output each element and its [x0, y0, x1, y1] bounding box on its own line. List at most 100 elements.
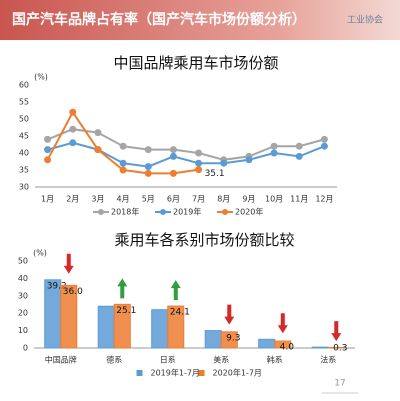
x-tick-label: 德系	[106, 355, 122, 365]
point	[119, 159, 127, 167]
point	[320, 142, 328, 150]
point	[169, 146, 177, 154]
y-tick-label: 30	[18, 291, 28, 300]
x-tick-label: 7月	[192, 195, 205, 204]
point	[44, 156, 52, 164]
data-label: 4.0	[280, 343, 295, 353]
y-tick-label: 60	[19, 81, 29, 90]
x-tick-label: 5月	[142, 195, 155, 204]
legend-swatch	[198, 370, 205, 376]
bar	[274, 340, 292, 349]
y-axis-label: (%)	[34, 73, 48, 82]
legend-swatch	[136, 370, 143, 376]
y-tick-label: 45	[19, 132, 29, 141]
x-tick-label: 3月	[91, 195, 104, 204]
data-label: 24.1	[170, 308, 190, 318]
banner-title: 国产汽车品牌占有率（国产汽车市场份额分析）	[12, 11, 306, 28]
bar	[204, 330, 222, 349]
point	[119, 166, 127, 174]
data-label: 25.1	[116, 306, 136, 316]
legend-label: 2020年1-7月	[213, 368, 262, 378]
bar	[327, 346, 345, 349]
x-tick-label: 韩系	[267, 355, 283, 365]
bar	[97, 305, 115, 349]
data-label: 0.3	[333, 344, 347, 354]
data-label: 35.1	[205, 169, 225, 179]
bar	[151, 309, 169, 349]
y-tick-label: 10	[18, 326, 28, 335]
legend-label: 2020年	[235, 207, 263, 217]
logo: 工业协会	[347, 14, 383, 26]
change-arrow	[63, 253, 74, 274]
point	[69, 108, 77, 116]
point	[69, 125, 77, 133]
y-tick-label: 40	[19, 149, 29, 158]
y-tick-label: 35	[19, 166, 29, 175]
x-tick-label: 法系	[320, 355, 336, 365]
bar	[258, 338, 276, 349]
legend-marker	[160, 209, 166, 215]
banner	[0, 0, 400, 40]
x-tick-label: 2月	[66, 195, 79, 204]
legend-label: 2019年1-7月	[151, 368, 200, 378]
point	[295, 152, 303, 160]
x-tick-label: 4月	[117, 195, 130, 204]
point	[270, 149, 278, 157]
x-tick-label: 9月	[242, 195, 255, 204]
data-label: 36.0	[63, 287, 83, 297]
chart-title: 中国品牌乘用车市场份额	[113, 54, 278, 72]
y-tick-label: 30	[19, 183, 29, 192]
y-tick-label: 0	[23, 344, 28, 353]
point	[94, 129, 102, 137]
change-arrow	[117, 278, 128, 299]
point	[195, 149, 203, 157]
x-tick-label: 1月	[41, 195, 54, 204]
legend-marker	[222, 209, 228, 215]
change-arrow	[224, 304, 235, 325]
point	[220, 159, 228, 167]
point	[245, 156, 253, 164]
series-line	[47, 128, 325, 161]
page-number: 17	[334, 379, 345, 389]
x-tick-label: 8月	[217, 195, 230, 204]
point	[320, 135, 328, 143]
x-tick-label: 10月	[265, 195, 283, 204]
point	[144, 169, 152, 177]
point	[119, 142, 127, 150]
legend-label: 2019年	[173, 207, 201, 217]
change-arrow	[331, 321, 342, 342]
bar	[113, 303, 131, 349]
x-tick-label: 日系	[160, 355, 176, 365]
y-tick-label: 50	[19, 115, 29, 124]
point	[295, 142, 303, 150]
point	[169, 152, 177, 160]
point	[144, 146, 152, 154]
y-tick-label: 20	[18, 309, 28, 318]
y-tick-label: 40	[18, 274, 28, 283]
x-tick-label: 6月	[167, 195, 180, 204]
y-tick-label: 50	[18, 257, 28, 266]
change-arrow	[277, 313, 288, 334]
x-tick-label: 中国品牌	[45, 355, 77, 365]
x-tick-label: 12月	[315, 195, 333, 204]
point	[69, 139, 77, 147]
point	[270, 142, 278, 150]
legend-label: 2018年	[111, 207, 139, 217]
point	[195, 159, 203, 167]
data-label: 9.3	[226, 333, 240, 343]
chart-title: 乘用车各系别市场份额比较	[114, 231, 294, 249]
series-line	[47, 141, 325, 168]
y-tick-label: 55	[19, 98, 29, 107]
x-tick-label: 11月	[290, 195, 308, 204]
change-arrow	[170, 280, 181, 301]
point	[44, 146, 52, 154]
point	[44, 135, 52, 143]
y-axis-label: (%)	[33, 249, 47, 258]
bar	[311, 346, 329, 349]
point	[94, 146, 102, 154]
point	[144, 163, 152, 171]
legend-marker	[98, 209, 104, 215]
point	[195, 166, 203, 174]
bar	[60, 284, 78, 349]
